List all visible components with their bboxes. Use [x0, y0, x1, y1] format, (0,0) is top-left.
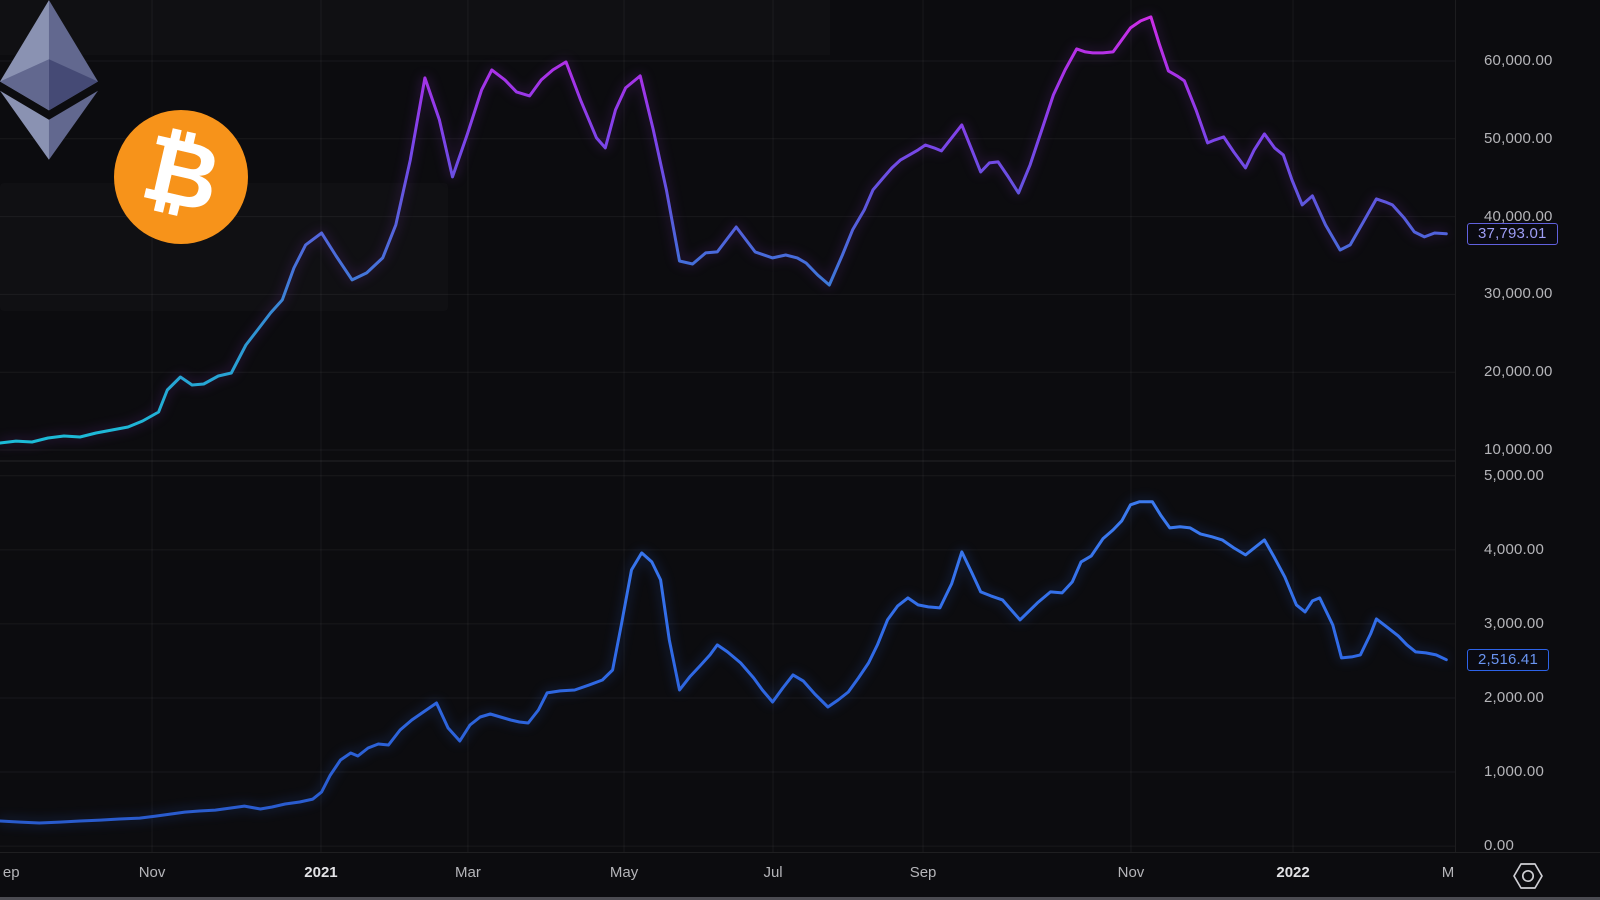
time-tick-label: Jul	[763, 864, 783, 881]
time-tick-label: May	[609, 864, 639, 881]
eth-last-price-badge: 2,516.41	[1467, 648, 1549, 671]
bitcoin-b-glyph: ₿	[132, 112, 230, 235]
price-tick-label: 1,000.00	[1484, 763, 1544, 781]
btc-last-price-badge: 37,793.01	[1467, 222, 1558, 245]
price-tick-label: 5,000.00	[1484, 466, 1544, 484]
price-tick-label: 30,000.00	[1484, 285, 1553, 303]
price-tick-label: 3,000.00	[1484, 614, 1544, 632]
price-axis[interactable]: 37,793.01 2,516.41 60,000.00 50,000.00 40,…	[1455, 0, 1600, 854]
time-tick-label: M	[1441, 864, 1455, 881]
price-chart-canvas[interactable]	[0, 0, 1455, 852]
price-tick-label: 60,000.00	[1484, 51, 1553, 69]
axis-corner	[1455, 852, 1600, 899]
time-tick-label: Nov	[138, 864, 166, 881]
time-tick-label: 2021	[304, 864, 338, 881]
time-tick-label: Mar	[455, 864, 481, 881]
price-tick-label: 50,000.00	[1484, 129, 1553, 147]
time-tick-label: ep	[2, 864, 20, 881]
price-tick-label: 10,000.00	[1484, 441, 1553, 459]
price-tick-label: 4,000.00	[1484, 540, 1544, 558]
ethereum-price-line	[0, 500, 1448, 825]
bitcoin-price-line	[0, 15, 1448, 445]
price-tick-label: 20,000.00	[1484, 363, 1553, 381]
price-tick-label: 0.00	[1484, 837, 1514, 855]
time-axis[interactable]: ep Nov 2021 Mar May Jul Sep Nov 2022 M	[0, 852, 1455, 899]
price-scale-settings-icon[interactable]	[1511, 859, 1545, 893]
time-tick-label: Nov	[1117, 864, 1145, 881]
price-tick-label: 2,000.00	[1484, 688, 1544, 706]
time-tick-label: 2022	[1276, 864, 1310, 881]
ethereum-logo-icon	[0, 0, 98, 160]
price-tick-label: 40,000.00	[1484, 207, 1553, 225]
window-bottom-edge	[0, 897, 1600, 900]
bitcoin-logo-icon: ₿	[114, 110, 248, 244]
chart-plot-area[interactable]: ₿	[0, 0, 1455, 852]
time-tick-label: Sep	[909, 864, 937, 881]
